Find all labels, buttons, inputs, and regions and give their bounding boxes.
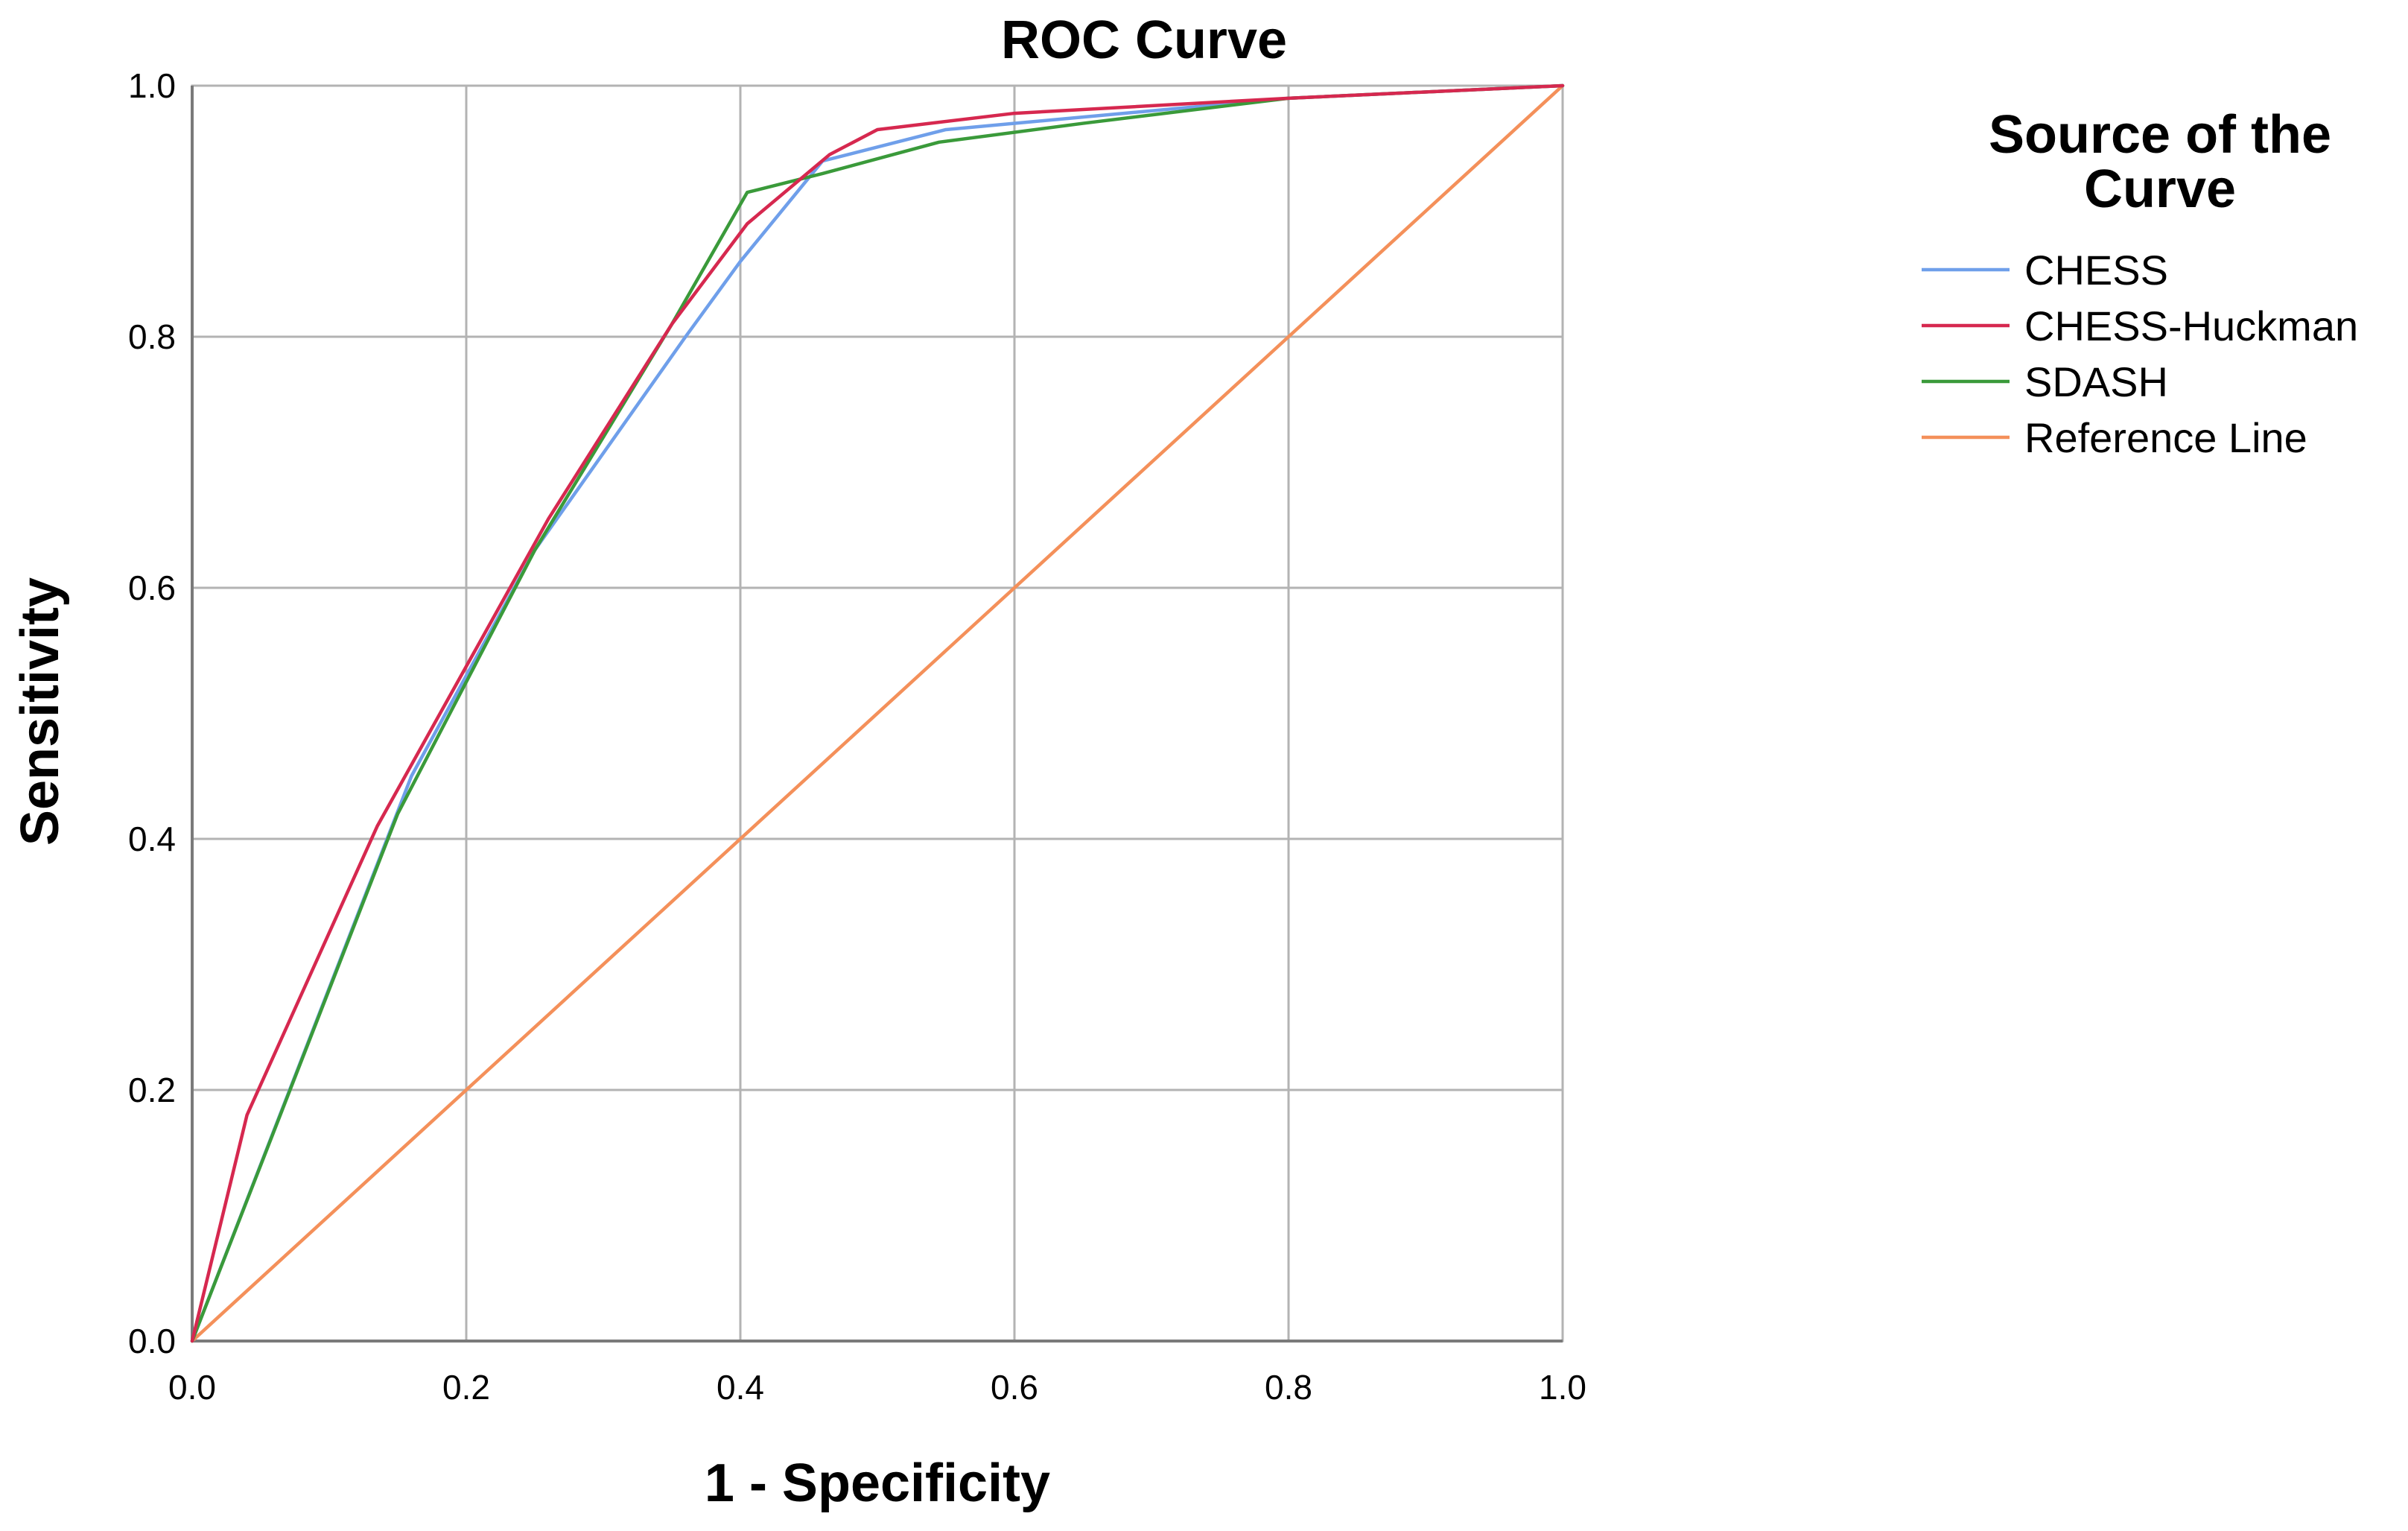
y-tick-label: 0.2 [128, 1071, 176, 1109]
y-tick-label: 1.0 [128, 66, 176, 105]
x-tick-label: 1.0 [1539, 1368, 1586, 1407]
x-tick-label: 0.0 [168, 1368, 216, 1407]
legend-item-chess-huckman: CHESS-Huckman [1922, 302, 2358, 349]
legend-label: CHESS-Huckman [2024, 302, 2358, 349]
x-tick-label: 0.4 [717, 1368, 764, 1407]
y-tick-label: 0.6 [128, 568, 176, 607]
series-line-sdash [190, 83, 1565, 1343]
tick-labels: 0.0 0.2 0.4 0.6 0.8 1.0 0.0 0.2 0.4 0.6 0.8 1.0 [128, 66, 1586, 1407]
axes [191, 86, 1563, 1343]
legend-label: CHESS [2024, 247, 2168, 294]
legend-label: SDASH [2024, 358, 2168, 405]
legend-item-reference-line: Reference Line [1922, 414, 2307, 461]
x-axis-label: 1 - Specificity [705, 1454, 1050, 1513]
series-line-chess-huckman [190, 83, 1565, 1343]
legend-label: Reference Line [2024, 414, 2307, 461]
legend-items: CHESS CHESS-Huckman SDASH Reference Line [1922, 247, 2358, 461]
series-line-reference-line [190, 83, 1565, 1343]
legend: Source of the Curve CHESS CHESS-Huckman SD… [1922, 105, 2358, 461]
chart-title: ROC Curve [1001, 10, 1287, 70]
y-tick-label: 0.8 [128, 317, 176, 356]
legend-item-chess: CHESS [1922, 247, 2168, 294]
x-tick-label: 0.8 [1265, 1368, 1312, 1407]
y-tick-label: 0.0 [128, 1322, 176, 1360]
legend-item-sdash: SDASH [1922, 358, 2168, 405]
x-tick-label: 0.6 [991, 1368, 1038, 1407]
x-tick-label: 0.2 [442, 1368, 490, 1407]
legend-title-line-1: Source of the [1989, 105, 2331, 165]
y-tick-label: 0.4 [128, 820, 176, 858]
y-axis-label: Sensitivity [10, 577, 70, 846]
legend-title-line-2: Curve [2084, 159, 2236, 219]
series-lines [190, 83, 1565, 1343]
series-line-chess [190, 83, 1565, 1343]
